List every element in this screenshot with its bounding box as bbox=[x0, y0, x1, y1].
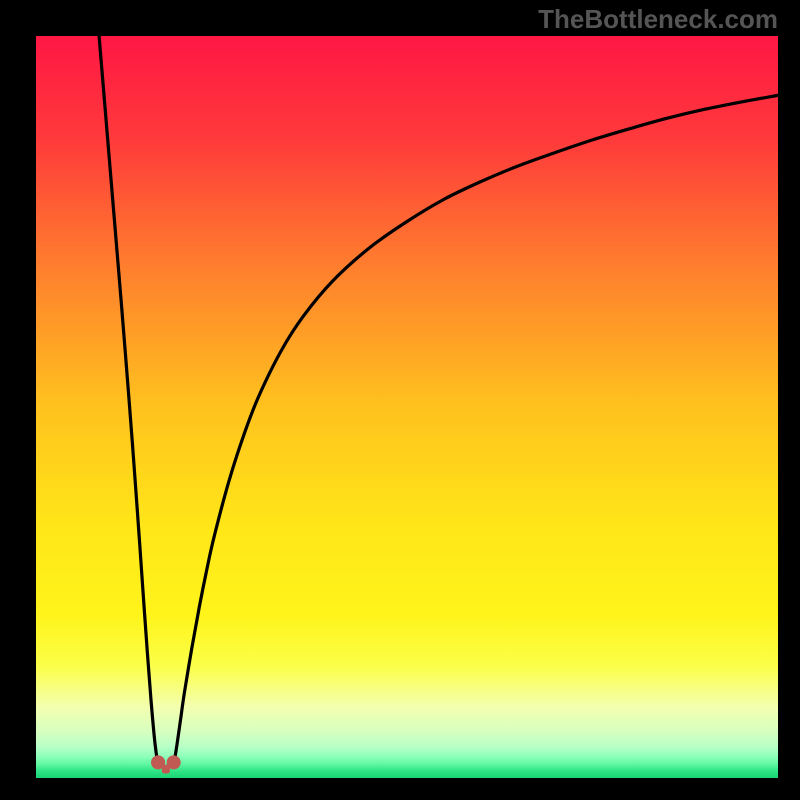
curves-svg bbox=[36, 36, 778, 778]
bottleneck-curve-right bbox=[174, 95, 778, 763]
trough-marker bbox=[151, 755, 181, 773]
plot-area bbox=[36, 36, 778, 778]
chart-container: TheBottleneck.com bbox=[0, 0, 800, 800]
trough-dot-left bbox=[151, 755, 165, 769]
trough-dot-right bbox=[167, 755, 181, 769]
watermark-text: TheBottleneck.com bbox=[538, 4, 778, 35]
bottleneck-curve-left bbox=[99, 36, 158, 763]
